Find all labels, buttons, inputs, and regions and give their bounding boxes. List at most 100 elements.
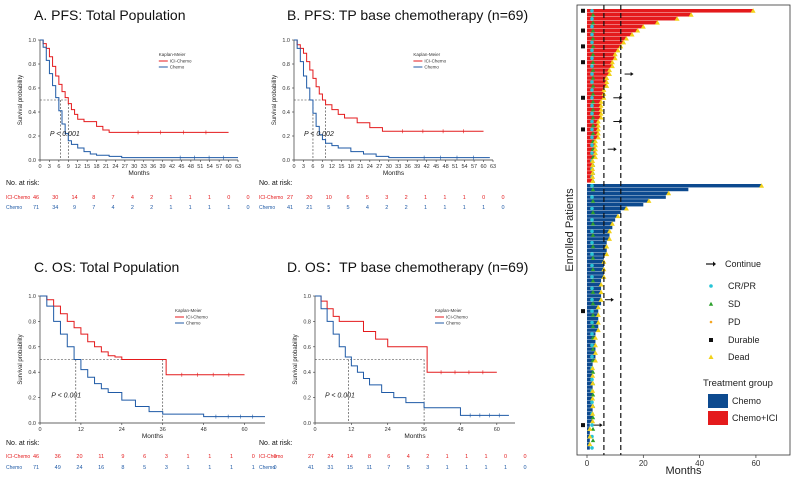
risk-count-ici: 14 bbox=[71, 195, 77, 201]
marker-crpr bbox=[590, 151, 594, 155]
risk-table-title: No. at risk: bbox=[6, 440, 40, 447]
continue-arrowhead bbox=[599, 423, 603, 428]
risk-count-chemo: 5 bbox=[143, 465, 146, 471]
marker-crpr bbox=[590, 263, 594, 268]
swimmer-plot: 0 20 40 60 Months Enrolled Patients Continue CR… bbox=[564, 4, 791, 477]
marker-crpr bbox=[590, 229, 594, 234]
marker-sd bbox=[590, 198, 596, 203]
bar-chemo bbox=[587, 294, 602, 298]
risk-count-ici: 1 bbox=[208, 195, 211, 201]
risk-count-ici: 27 bbox=[308, 454, 314, 460]
continue-arrowhead bbox=[610, 297, 614, 302]
marker-dead bbox=[688, 12, 694, 17]
x-tick-label: 15 bbox=[84, 164, 90, 170]
marker-crpr bbox=[590, 72, 594, 76]
marker-sd bbox=[590, 312, 596, 317]
risk-count-chemo: 0 bbox=[523, 465, 526, 471]
panel-title: C. OS: Total Population bbox=[34, 259, 179, 275]
marker-crpr bbox=[590, 400, 594, 405]
risk-count-chemo: 49 bbox=[55, 465, 61, 471]
x-tick-label: 57 bbox=[216, 164, 222, 170]
x-tick-label: 36 bbox=[160, 427, 166, 433]
marker-dead bbox=[609, 63, 615, 69]
marker-dead bbox=[598, 297, 604, 302]
bar-chemo-ici bbox=[587, 92, 604, 96]
bar-chemo-ici bbox=[587, 155, 596, 159]
marker-dead bbox=[604, 79, 610, 84]
bar-chemo bbox=[587, 427, 590, 431]
marker-dead bbox=[587, 434, 593, 439]
y-tick-label: 0.0 bbox=[303, 421, 311, 427]
x-tick-label: 54 bbox=[207, 164, 213, 170]
bar-chemo-ici bbox=[587, 88, 604, 92]
risk-count-chemo: 4 bbox=[112, 205, 115, 211]
swimmer-x-tick-label: 0 bbox=[585, 459, 590, 468]
bar-chemo bbox=[587, 195, 666, 199]
risk-count-chemo: 2 bbox=[385, 205, 388, 211]
y-tick-label: 0.6 bbox=[303, 345, 311, 351]
marker-dead bbox=[623, 35, 629, 41]
risk-count-chemo: 16 bbox=[98, 465, 104, 471]
marker-dead bbox=[595, 312, 601, 317]
risk-count-chemo: 21 bbox=[306, 205, 312, 211]
marker-dead bbox=[590, 388, 596, 393]
x-tick-label: 12 bbox=[329, 164, 335, 170]
marker-sd bbox=[590, 20, 596, 25]
x-axis-label: Months bbox=[142, 433, 164, 440]
x-tick-label: 33 bbox=[141, 164, 147, 170]
marker-sd bbox=[590, 187, 596, 192]
bar-chemo-ici bbox=[587, 147, 596, 151]
bar-chemo bbox=[587, 339, 596, 344]
bar-chemo bbox=[587, 298, 602, 302]
marker-crpr bbox=[590, 309, 594, 313]
marker-durable bbox=[581, 423, 585, 428]
risk-count-chemo: 1 bbox=[227, 205, 230, 211]
legend-continue-label: Continue bbox=[725, 259, 761, 269]
risk-table-title: No. at risk: bbox=[6, 180, 40, 187]
bar-chemo bbox=[587, 389, 593, 393]
risk-count-ici: 1 bbox=[446, 454, 449, 460]
marker-dead bbox=[635, 28, 641, 33]
risk-count-ici: 0 bbox=[227, 195, 230, 201]
km-curve-ici bbox=[40, 39, 229, 133]
risk-label-ici: ICI-Chemo bbox=[259, 195, 283, 201]
y-tick-label: 1.0 bbox=[28, 294, 36, 300]
bar-chemo bbox=[587, 415, 593, 420]
marker-crpr bbox=[590, 48, 594, 53]
marker-dead bbox=[629, 32, 635, 37]
risk-count-chemo: 1 bbox=[208, 205, 211, 211]
marker-crpr bbox=[590, 95, 594, 100]
x-tick-label: 3 bbox=[302, 164, 305, 170]
risk-label-chemo: Chemo bbox=[259, 465, 275, 471]
marker-crpr bbox=[590, 56, 594, 61]
bar-chemo bbox=[587, 199, 649, 203]
x-tick-label: 42 bbox=[424, 164, 430, 170]
legend-continue-arrowhead bbox=[713, 261, 716, 267]
marker-crpr bbox=[590, 377, 594, 382]
bar-chemo-ici bbox=[587, 9, 754, 13]
marker-dead bbox=[592, 358, 598, 363]
bar-chemo-ici bbox=[587, 139, 596, 144]
bar-chemo-ici bbox=[587, 48, 618, 53]
marker-dead bbox=[590, 174, 596, 179]
marker-sd bbox=[590, 244, 596, 249]
marker-sd bbox=[590, 12, 596, 17]
marker-crpr bbox=[590, 119, 594, 124]
y-tick-label: 0.4 bbox=[303, 370, 311, 376]
marker-dead bbox=[595, 134, 601, 140]
bar-chemo bbox=[587, 187, 689, 192]
marker-durable bbox=[581, 60, 585, 65]
marker-durable bbox=[709, 338, 713, 342]
bar-chemo bbox=[587, 286, 602, 291]
marker-dead bbox=[708, 354, 714, 359]
risk-count-chemo: 71 bbox=[33, 205, 39, 211]
risk-count-ici: 0 bbox=[504, 454, 507, 460]
marker-dead bbox=[750, 8, 756, 13]
x-tick-label: 63 bbox=[490, 164, 496, 170]
marker-dead bbox=[598, 115, 604, 120]
bar-chemo bbox=[587, 317, 599, 321]
x-tick-label: 3 bbox=[48, 164, 51, 170]
bar-chemo bbox=[587, 241, 607, 245]
bar-chemo bbox=[587, 412, 593, 416]
